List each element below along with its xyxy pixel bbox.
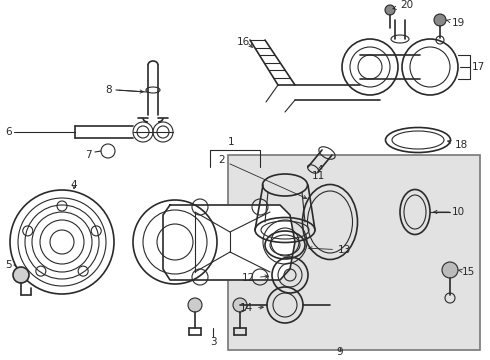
FancyBboxPatch shape (228, 155, 480, 350)
Circle shape (233, 298, 247, 312)
Text: 9: 9 (337, 347, 343, 357)
Text: 4: 4 (71, 180, 77, 190)
Text: 17: 17 (472, 62, 485, 72)
Text: 15: 15 (459, 267, 475, 277)
Text: 8: 8 (105, 85, 112, 95)
Text: 6: 6 (5, 127, 12, 137)
Text: 19: 19 (446, 18, 465, 28)
Text: 18: 18 (447, 140, 468, 150)
Polygon shape (163, 205, 295, 280)
Text: 13: 13 (309, 245, 351, 255)
Text: 11: 11 (312, 165, 325, 181)
Text: 10: 10 (452, 207, 465, 217)
Text: 20: 20 (393, 0, 413, 10)
Text: 1: 1 (228, 137, 235, 147)
Text: 2: 2 (218, 155, 307, 199)
Circle shape (442, 262, 458, 278)
Circle shape (188, 298, 202, 312)
Text: 12: 12 (242, 273, 269, 283)
Circle shape (385, 5, 395, 15)
Text: 16: 16 (237, 37, 250, 47)
Text: 5: 5 (5, 260, 12, 270)
Text: 3: 3 (210, 337, 216, 347)
Circle shape (13, 267, 29, 283)
Text: 7: 7 (85, 150, 92, 160)
Text: 14: 14 (240, 303, 263, 313)
Circle shape (434, 14, 446, 26)
